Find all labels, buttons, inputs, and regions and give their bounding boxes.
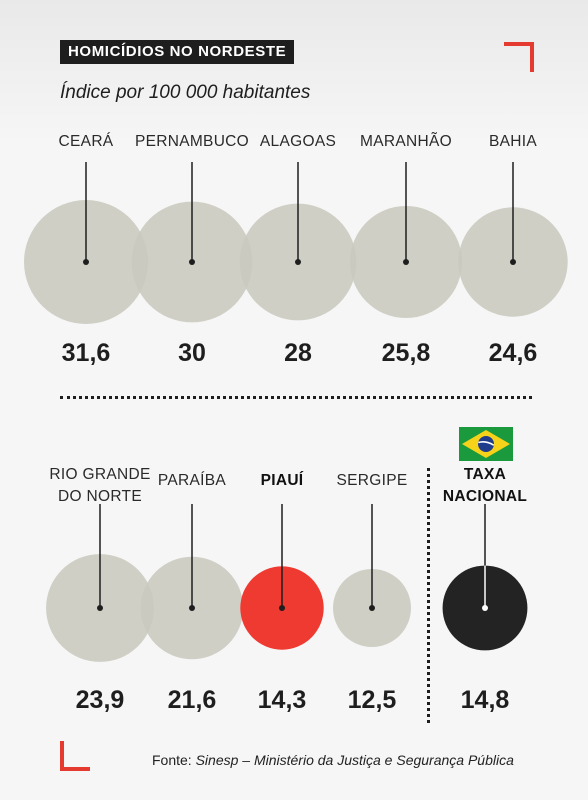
corner-mark-top-right [504, 42, 534, 72]
category-label-line: PARAÍBA [158, 472, 227, 489]
dotted-divider-vertical [427, 468, 430, 723]
center-dot-pernambuco [189, 259, 195, 265]
category-label-piaui: PIAUÍ [261, 472, 304, 489]
center-dot-paraiba [189, 605, 195, 611]
category-label-line: PERNAMBUCO [135, 133, 249, 150]
category-label-line: NACIONAL [443, 488, 527, 505]
value-label-paraiba: 21,6 [168, 686, 217, 714]
category-label-line: ALAGOAS [260, 133, 336, 150]
category-label-ceara: CEARÁ [59, 133, 114, 150]
category-label-sergipe: SERGIPE [336, 472, 407, 489]
value-label-ceara: 31,6 [62, 339, 111, 367]
value-label-alagoas: 28 [284, 339, 312, 367]
value-label-piaui: 14,3 [258, 686, 307, 714]
center-dot-alagoas [295, 259, 301, 265]
category-label-line: RIO GRANDE [49, 466, 150, 483]
chart-subtitle: Índice por 100 000 habitantes [60, 82, 311, 103]
category-label-paraiba: PARAÍBA [158, 472, 227, 489]
brazil-flag-icon [459, 427, 513, 461]
center-dot-ceara [83, 259, 89, 265]
category-label-bahia: BAHIA [489, 133, 537, 150]
center-dot-rio-grande-do-norte [97, 605, 103, 611]
dotted-divider-horizontal [60, 396, 532, 399]
category-label-rio-grande-do-norte: RIO GRANDE DO NORTE [49, 466, 150, 505]
center-dot-taxa-nacional [482, 605, 488, 611]
category-label-alagoas: ALAGOAS [260, 133, 336, 150]
value-label-maranhao: 25,8 [382, 339, 431, 367]
center-dot-piaui [279, 605, 285, 611]
value-label-bahia: 24,6 [489, 339, 538, 367]
value-label-pernambuco: 30 [178, 339, 206, 367]
source-text: Sinesp – Ministério da Justiça e Seguran… [195, 752, 514, 768]
category-label-line: CEARÁ [59, 133, 114, 150]
center-dot-sergipe [369, 605, 375, 611]
category-label-line: TAXA [464, 466, 506, 483]
category-label-line: PIAUÍ [261, 472, 304, 489]
value-label-taxa-nacional: 14,8 [461, 686, 510, 714]
corner-mark-bottom-left [60, 741, 90, 771]
value-label-rio-grande-do-norte: 23,9 [76, 686, 125, 714]
category-label-line: SERGIPE [336, 472, 407, 489]
category-label-pernambuco: PERNAMBUCO [135, 133, 249, 150]
category-label-line: DO NORTE [58, 488, 142, 505]
value-label-sergipe: 12,5 [348, 686, 397, 714]
source-note: Fonte: Sinesp – Ministério da Justiça e … [152, 752, 514, 768]
category-label-taxa-nacional: TAXA NACIONAL [443, 466, 527, 505]
chart-title: HOMICÍDIOS NO NORDESTE [60, 40, 295, 64]
category-label-maranhao: MARANHÃO [360, 133, 452, 150]
category-label-line: MARANHÃO [360, 133, 452, 150]
source-prefix: Fonte: [152, 752, 196, 768]
center-dot-maranhao [403, 259, 409, 265]
center-dot-bahia [510, 259, 516, 265]
category-label-line: BAHIA [489, 133, 537, 150]
